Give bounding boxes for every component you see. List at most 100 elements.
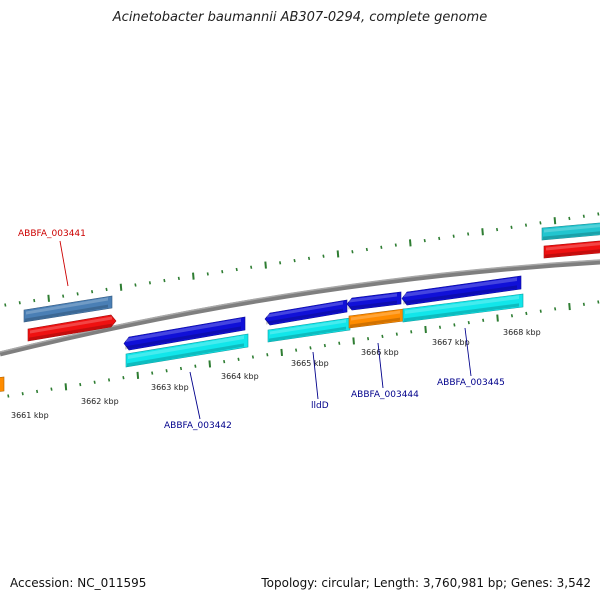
feature-blue-1[interactable] (123, 316, 246, 351)
inner-ring-minor-tick (107, 378, 111, 382)
feature-teal-right[interactable] (541, 222, 600, 241)
outer-ring-minor-tick (148, 281, 152, 285)
outer-ring-minor-tick (510, 225, 513, 229)
inner-ring-minor-tick (395, 332, 398, 336)
feature-steelblue-1-highlight (26, 297, 108, 315)
feature-cyan-2-highlight (270, 319, 346, 335)
feature-lldd-shadow (266, 308, 343, 325)
feature-cyan-3[interactable] (402, 293, 524, 323)
outer-ring-minor-tick (105, 287, 108, 292)
accession-text: Accession: NC_011595 (10, 576, 147, 590)
feature-steelblue-1[interactable] (23, 295, 113, 323)
feature-abbfa-003445-shadow (403, 285, 517, 305)
inner-ring-major-tick (208, 360, 212, 368)
outer-ring-minor-tick (206, 272, 209, 276)
feature-blue-2-highlight (349, 293, 397, 303)
feature-red-right-body (543, 240, 600, 259)
feature-abbfa-003445-body (401, 275, 522, 306)
feature-red-right[interactable] (543, 240, 600, 259)
tick-label: 3661 kbp (11, 411, 49, 420)
outer-ring-minor-tick (380, 245, 383, 249)
feature-abbfa-003441[interactable] (27, 314, 117, 342)
feature-lldd[interactable] (264, 299, 348, 326)
inner-ring-minor-tick (554, 307, 557, 311)
label-layer: 3661 kbp 3662 kbp 3663 kbp 3664 kbp 3665 kbp… (11, 229, 541, 431)
feature-abbfa-003441-body (27, 314, 117, 342)
gene-label[interactable]: lldD (311, 401, 329, 411)
feature-teal-right-shadow (543, 231, 600, 240)
feature-abbfa-003444[interactable] (348, 308, 405, 329)
tick-label: 3667 kbp (432, 338, 470, 347)
inner-ring-minor-tick (237, 357, 240, 361)
genome-stats-text: Topology: circular; Length: 3,760,981 bp… (261, 576, 591, 590)
inner-ring-major-tick (424, 325, 427, 334)
feature-red-right-highlight (546, 242, 600, 251)
tick-label: 3663 kbp (151, 383, 189, 392)
feature-lldd-body (264, 299, 348, 326)
outer-ring-minor-tick (221, 270, 224, 274)
feature-cyan-2-body (267, 317, 351, 343)
feature-teal-right-highlight (544, 224, 600, 233)
inner-ring-minor-tick (79, 382, 82, 387)
feature-steelblue-1-shadow (25, 304, 108, 322)
inner-ring-minor-tick (194, 364, 197, 368)
outer-ring-minor-tick (582, 214, 585, 218)
inner-ring-minor-tick (50, 387, 53, 391)
feature-cyan-1[interactable] (125, 333, 249, 368)
feature-blue-1-shadow (125, 326, 241, 350)
feature-abbfa-003445[interactable] (401, 275, 522, 306)
gene-label[interactable]: ABBFA_003442 (164, 421, 232, 431)
inner-ring-minor-tick (597, 300, 600, 304)
gene-label-leader (464, 327, 472, 377)
gene-label[interactable]: ABBFA_003441 (18, 229, 86, 239)
outer-ring-minor-tick (438, 236, 441, 241)
outer-ring-minor-tick (365, 247, 368, 252)
map-title: Acinetobacter baumannii AB307-0294, comp… (112, 10, 488, 25)
feature-blue-2[interactable] (346, 291, 402, 311)
gene-label[interactable]: ABBFA_003445 (437, 378, 505, 388)
outer-ring-minor-tick (539, 221, 542, 225)
backbone-highlight (0, 259, 600, 353)
outer-ring-minor-tick (76, 292, 79, 296)
outer-ring-minor-tick (4, 303, 7, 307)
inner-ring-major-tick (64, 383, 68, 391)
feature-lldd-highlight (267, 301, 343, 318)
outer-ring-major-tick (264, 261, 267, 269)
feature-blue-2-shadow (348, 300, 397, 310)
tick-label: 3664 kbp (221, 372, 259, 381)
gene-label-leader (377, 342, 384, 389)
outer-ring-minor-tick (568, 216, 571, 221)
feature-cyan-1-body (125, 333, 249, 368)
inner-ring-major-tick (280, 348, 284, 357)
outer-ring-minor-tick (351, 250, 354, 254)
outer-ring-minor-tick (177, 276, 180, 281)
inner-ring-minor-tick (165, 369, 168, 373)
inner-ring-major-tick (352, 337, 355, 345)
inner-ring-major-tick (496, 314, 499, 322)
inner-ring-minor-tick (309, 346, 312, 350)
feature-abbfa-003441-shadow (29, 323, 112, 341)
gene-label-leader (59, 240, 69, 287)
inner-ring-minor-tick (582, 302, 585, 306)
outer-ring-major-tick (481, 228, 484, 236)
outer-ring-minor-tick (322, 254, 325, 258)
outer-ring-minor-tick (134, 283, 137, 287)
outer-ring-major-tick (119, 283, 123, 291)
feature-cyan-2[interactable] (267, 317, 351, 343)
feature-partial-orange[interactable] (0, 376, 5, 392)
inner-ring-minor-tick (295, 348, 298, 352)
outer-ring-minor-tick (279, 261, 282, 265)
feature-layer (0, 222, 600, 392)
outer-ring-minor-tick (90, 290, 94, 294)
feature-red-right-shadow (545, 249, 600, 258)
gene-label[interactable]: ABBFA_003444 (351, 390, 419, 400)
inner-ring-minor-tick (539, 309, 542, 313)
inner-ring-minor-tick (525, 311, 528, 316)
tick-label: 3662 kbp (81, 397, 119, 406)
outer-ring-minor-tick (467, 232, 470, 236)
feature-cyan-3-body (402, 293, 524, 323)
inner-ring-minor-tick (179, 366, 183, 371)
feature-partial-orange-body (0, 376, 5, 392)
